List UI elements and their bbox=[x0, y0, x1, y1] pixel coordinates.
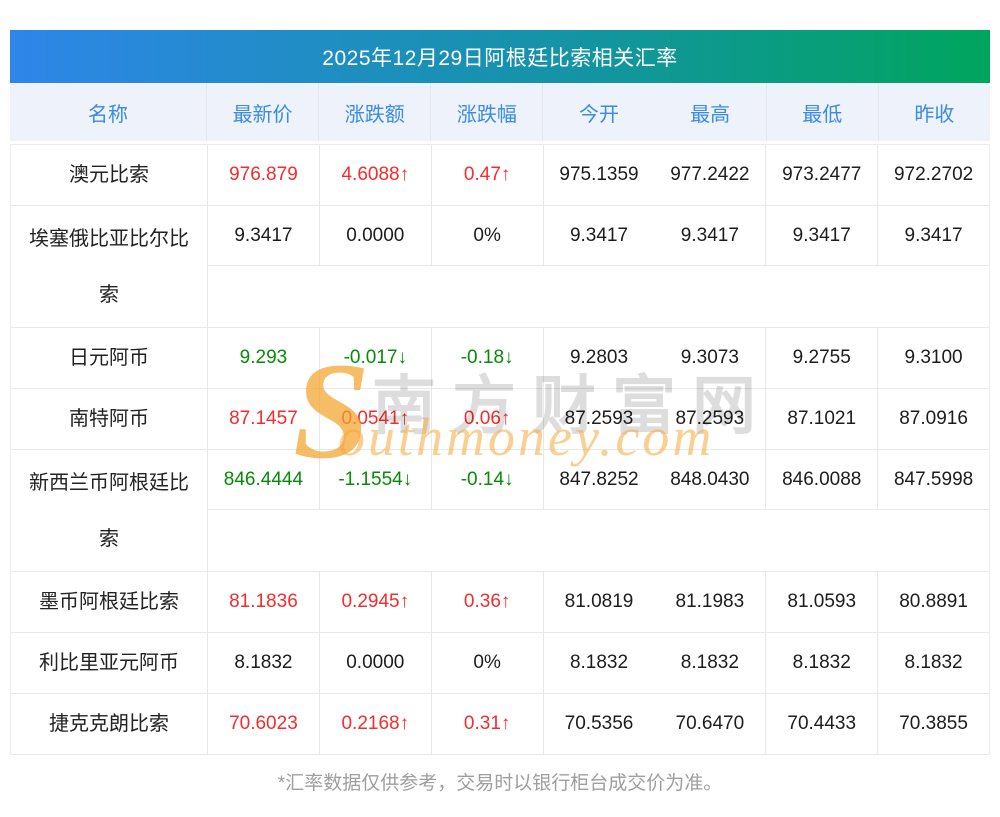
column-header-2: 涨跌额 bbox=[319, 83, 432, 141]
cell-prev: 87.0916 bbox=[899, 408, 968, 429]
cell-prev: 80.8891 bbox=[899, 591, 968, 612]
currency-pair-name: 新西兰币阿根廷比索 bbox=[29, 471, 189, 550]
cell-name: 新西兰币阿根廷比索 bbox=[11, 450, 208, 571]
cell-latest: 846.4444 bbox=[208, 450, 320, 510]
currency-pair-name: 捷克克朗比索 bbox=[49, 713, 169, 735]
cell-low: 70.4433 bbox=[766, 694, 879, 754]
cell-prev: 9.3417 bbox=[878, 206, 990, 266]
cell-name: 捷克克朗比索 bbox=[11, 694, 208, 754]
cell-pct: 0.31↑ bbox=[432, 694, 544, 754]
footer-disclaimer: *汇率数据仅供参考，交易时以银行柜台成交价为准。 bbox=[277, 773, 723, 794]
cell-change: 0.2945↑ bbox=[320, 572, 432, 632]
cell-change: 0.2168↑ bbox=[320, 694, 432, 754]
cell-prev: 972.2702 bbox=[893, 164, 974, 185]
cell-high: 87.2593 bbox=[654, 389, 767, 449]
cell-high: 8.1832 bbox=[654, 633, 767, 693]
cell-low: 87.1021 bbox=[766, 389, 879, 449]
column-header-7: 昨收 bbox=[914, 103, 955, 126]
cell-high: 81.1983 bbox=[654, 572, 767, 632]
cell-latest: 87.1457 bbox=[208, 389, 320, 449]
cell-prev: 70.3855 bbox=[899, 713, 968, 734]
cell-change: 0.0000 bbox=[320, 633, 432, 693]
cell-high: 848.0430 bbox=[654, 450, 767, 510]
column-header-1: 最新价 bbox=[207, 83, 320, 141]
table-row: 日元阿币 9.293 -0.017↓ -0.18↓ 9.2803 9.3073 9.2755… bbox=[11, 328, 989, 389]
table-row: 南特阿币 87.1457 0.0541↑ 0.06↑ 87.2593 87.2593 87.… bbox=[11, 389, 989, 450]
table-row: 利比里亚元阿币 8.1832 0.0000 0% 8.1832 8.1832 8.1832 8… bbox=[11, 633, 989, 694]
cell-latest: 976.879 bbox=[208, 145, 320, 205]
cell-prev: 9.3100 bbox=[904, 347, 963, 368]
cell-prev: 8.1832 bbox=[904, 652, 963, 673]
table-row: 墨币阿根廷比索 81.1836 0.2945↑ 0.36↑ 81.0819 81.1983… bbox=[11, 572, 989, 633]
cell-high: 9.3417 bbox=[654, 206, 767, 266]
cell-open: 81.0819 bbox=[564, 591, 634, 612]
currency-pair-name: 澳元比索 bbox=[69, 164, 149, 186]
cell-open: 975.1359 bbox=[559, 164, 639, 185]
table-header: 名称 最新价 涨跌额 涨跌幅 今开 最高 最低 昨收 bbox=[10, 83, 990, 141]
cell-high: 70.6470 bbox=[654, 694, 767, 754]
currency-pair-name: 日元阿币 bbox=[69, 347, 149, 369]
currency-pair-name: 南特阿币 bbox=[69, 408, 149, 430]
cell-open: 87.2593 bbox=[564, 408, 634, 429]
cell-open: 9.3417 bbox=[543, 206, 655, 266]
cell-prev: 847.5998 bbox=[878, 450, 990, 510]
cell-change: -0.017↓ bbox=[320, 328, 432, 388]
column-header-6: 最低 bbox=[767, 83, 879, 141]
cell-name: 墨币阿根廷比索 bbox=[11, 572, 208, 632]
cell-open: 9.2803 bbox=[569, 347, 629, 368]
cell-pct: -0.14↓ bbox=[431, 450, 544, 510]
cell-latest: 70.6023 bbox=[208, 694, 320, 754]
cell-name: 埃塞俄比亚比尔比索 bbox=[11, 206, 208, 327]
cell-pct: 0% bbox=[431, 206, 544, 266]
currency-pair-name: 利比里亚元阿币 bbox=[39, 652, 179, 674]
cell-pct: 0% bbox=[432, 633, 544, 693]
cell-high: 977.2422 bbox=[654, 145, 767, 205]
table-title: 2025年12月29日阿根廷比索相关汇率 bbox=[322, 46, 678, 70]
cell-latest: 8.1832 bbox=[208, 633, 320, 693]
cell-name: 南特阿币 bbox=[11, 389, 208, 449]
cell-open: 8.1832 bbox=[569, 652, 629, 673]
cell-low: 81.0593 bbox=[766, 572, 879, 632]
cell-name: 日元阿币 bbox=[11, 328, 208, 388]
cell-pct: 0.36↑ bbox=[432, 572, 544, 632]
rate-table: 2025年12月29日阿根廷比索相关汇率 名称 最新价 涨跌额 涨跌幅 今开 最高 最低 昨收… bbox=[10, 30, 990, 755]
cell-change: -1.1554↓ bbox=[319, 450, 432, 510]
table-body: 澳元比索 976.879 4.6088↑ 0.47↑ 975.1359 977.2422 9… bbox=[10, 144, 990, 755]
cell-open: 70.5356 bbox=[564, 713, 634, 734]
table-title-bar: 2025年12月29日阿根廷比索相关汇率 bbox=[10, 30, 990, 83]
cell-low: 9.3417 bbox=[766, 206, 879, 266]
cell-pct: 0.47↑ bbox=[432, 145, 544, 205]
table-row: 捷克克朗比索 70.6023 0.2168↑ 0.31↑ 70.5356 70.6470 7… bbox=[11, 694, 989, 755]
table-row: 新西兰币阿根廷比索 846.4444 -1.1554↓ -0.14↓ 847.8252 8… bbox=[11, 450, 990, 572]
cell-pct: -0.18↓ bbox=[432, 328, 544, 388]
column-header-5: 最高 bbox=[655, 83, 767, 141]
table-row: 埃塞俄比亚比尔比索 9.3417 0.0000 0% 9.3417 9.3417 9.341… bbox=[11, 206, 990, 328]
cell-change: 4.6088↑ bbox=[320, 145, 432, 205]
cell-low: 973.2477 bbox=[766, 145, 879, 205]
cell-open: 847.8252 bbox=[543, 450, 655, 510]
currency-pair-name: 埃塞俄比亚比尔比索 bbox=[29, 227, 189, 306]
cell-name: 澳元比索 bbox=[11, 145, 208, 205]
cell-latest: 9.3417 bbox=[208, 206, 320, 266]
cell-pct: 0.06↑ bbox=[432, 389, 544, 449]
column-header-3: 涨跌幅 bbox=[431, 83, 544, 141]
cell-low: 8.1832 bbox=[766, 633, 879, 693]
column-header-0: 名称 bbox=[10, 83, 207, 141]
cell-change: 0.0000 bbox=[319, 206, 432, 266]
currency-pair-name: 墨币阿根廷比索 bbox=[39, 591, 179, 613]
cell-name: 利比里亚元阿币 bbox=[11, 633, 208, 693]
cell-low: 846.0088 bbox=[766, 450, 879, 510]
cell-latest: 9.293 bbox=[208, 328, 320, 388]
column-header-4: 今开 bbox=[578, 103, 619, 126]
cell-change: 0.0541↑ bbox=[320, 389, 432, 449]
cell-high: 9.3073 bbox=[654, 328, 767, 388]
table-row: 澳元比索 976.879 4.6088↑ 0.47↑ 975.1359 977.2422 9… bbox=[11, 145, 989, 206]
cell-low: 9.2755 bbox=[766, 328, 879, 388]
cell-latest: 81.1836 bbox=[208, 572, 320, 632]
